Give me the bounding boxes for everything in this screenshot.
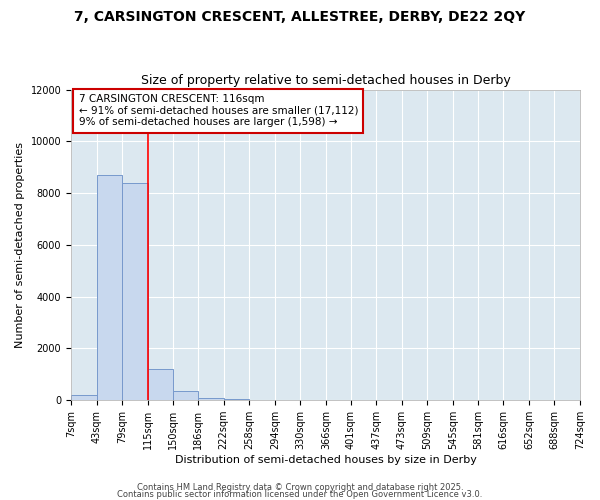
Title: Size of property relative to semi-detached houses in Derby: Size of property relative to semi-detach… xyxy=(140,74,511,87)
Text: 7 CARSINGTON CRESCENT: 116sqm
← 91% of semi-detached houses are smaller (17,112): 7 CARSINGTON CRESCENT: 116sqm ← 91% of s… xyxy=(79,94,358,128)
X-axis label: Distribution of semi-detached houses by size in Derby: Distribution of semi-detached houses by … xyxy=(175,455,476,465)
Bar xyxy=(122,183,148,400)
Bar xyxy=(97,175,122,400)
Bar xyxy=(224,399,249,400)
Bar xyxy=(198,398,224,400)
Bar xyxy=(173,391,198,400)
Text: Contains public sector information licensed under the Open Government Licence v3: Contains public sector information licen… xyxy=(118,490,482,499)
Bar xyxy=(71,395,97,400)
Y-axis label: Number of semi-detached properties: Number of semi-detached properties xyxy=(15,142,25,348)
Text: 7, CARSINGTON CRESCENT, ALLESTREE, DERBY, DE22 2QY: 7, CARSINGTON CRESCENT, ALLESTREE, DERBY… xyxy=(74,10,526,24)
Bar xyxy=(148,369,173,400)
Text: Contains HM Land Registry data © Crown copyright and database right 2025.: Contains HM Land Registry data © Crown c… xyxy=(137,484,463,492)
